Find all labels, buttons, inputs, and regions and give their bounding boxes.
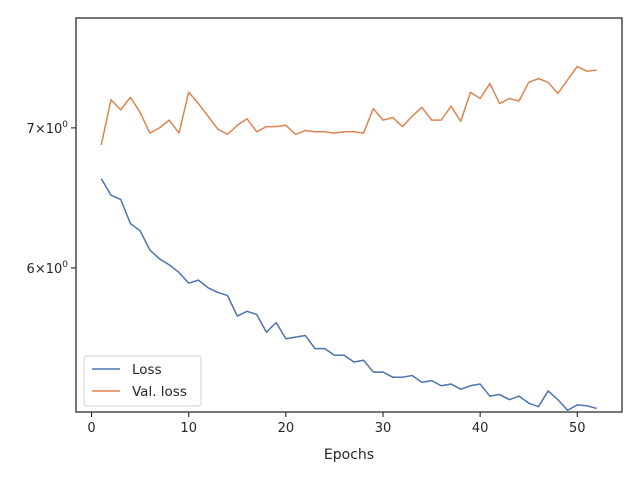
x-tick-label: 30 [375, 421, 392, 436]
legend-label: Loss [132, 362, 162, 378]
y-tick-label: 7×100 [27, 120, 69, 137]
y-tick-label: 6×100 [27, 260, 69, 277]
series-line-loss [100, 178, 597, 411]
series-line-val-loss [100, 65, 597, 146]
x-axis-label: Epochs [324, 447, 374, 463]
plot-frame [75, 17, 623, 413]
x-tick-label: 20 [278, 421, 295, 436]
legend: Loss Val. loss [83, 355, 202, 407]
legend-label: Val. loss [132, 384, 187, 400]
x-tick-label: 0 [87, 421, 95, 436]
x-tick-label: 50 [569, 421, 586, 436]
x-tick-label: 10 [180, 421, 197, 436]
x-tick-label: 40 [472, 421, 489, 436]
